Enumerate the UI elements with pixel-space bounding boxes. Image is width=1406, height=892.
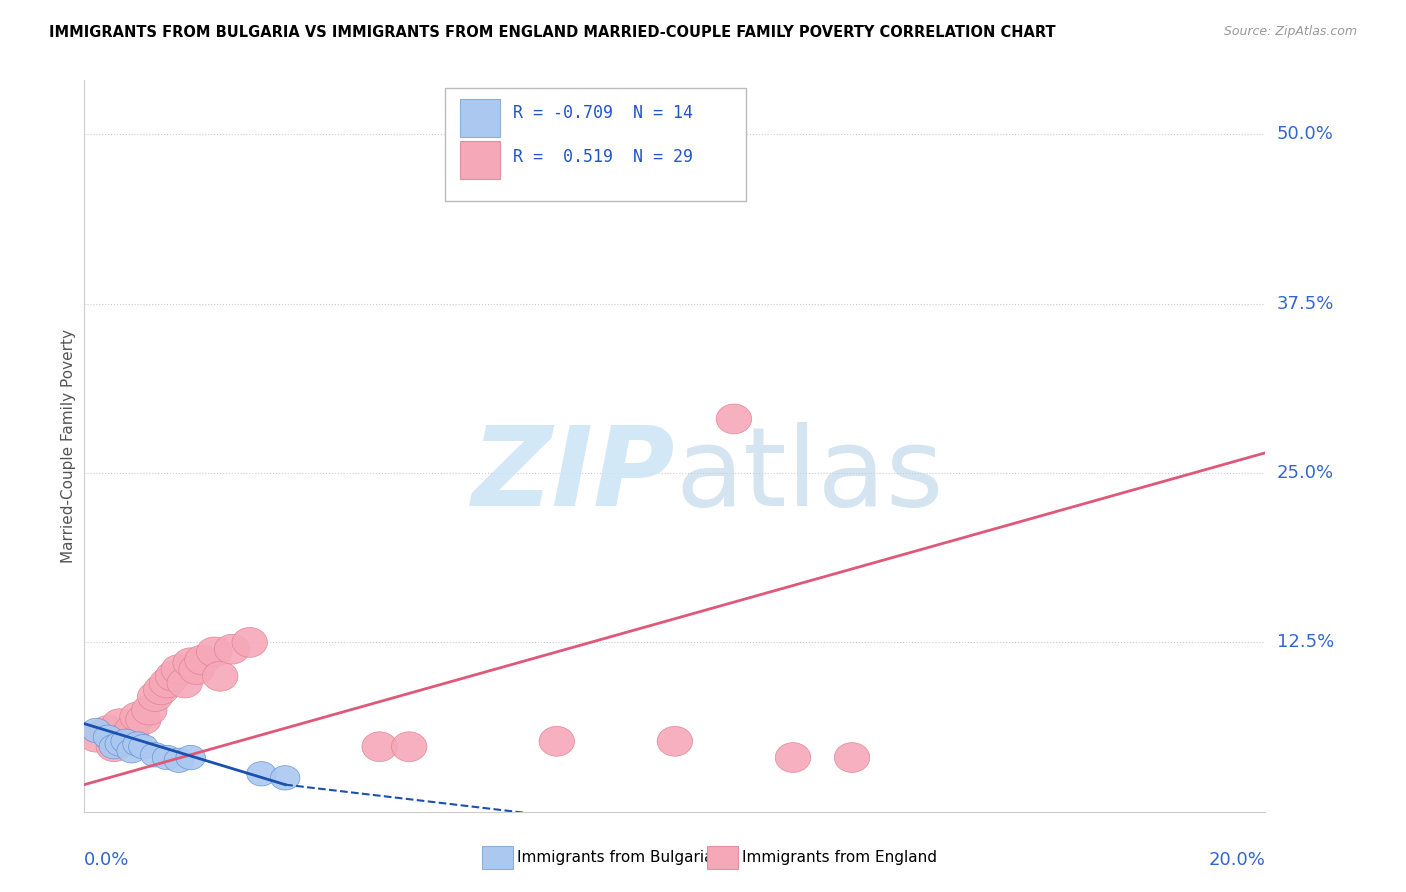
Ellipse shape [125, 705, 162, 734]
Ellipse shape [232, 627, 267, 657]
Ellipse shape [108, 723, 143, 752]
Ellipse shape [167, 668, 202, 698]
Ellipse shape [165, 748, 194, 772]
FancyBboxPatch shape [444, 87, 745, 201]
Ellipse shape [214, 634, 250, 664]
Text: Immigrants from Bulgaria: Immigrants from Bulgaria [517, 850, 714, 864]
Ellipse shape [111, 729, 141, 754]
Ellipse shape [247, 762, 276, 786]
Text: IMMIGRANTS FROM BULGARIA VS IMMIGRANTS FROM ENGLAND MARRIED-COUPLE FAMILY POVERT: IMMIGRANTS FROM BULGARIA VS IMMIGRANTS F… [49, 25, 1056, 40]
Ellipse shape [538, 726, 575, 756]
Text: ZIP: ZIP [471, 422, 675, 529]
Ellipse shape [391, 731, 427, 762]
Ellipse shape [79, 723, 114, 752]
Ellipse shape [184, 645, 221, 675]
Ellipse shape [176, 746, 205, 770]
Ellipse shape [173, 648, 208, 678]
Ellipse shape [202, 661, 238, 691]
Text: 0.0%: 0.0% [84, 851, 129, 869]
Ellipse shape [657, 726, 693, 756]
Ellipse shape [716, 404, 752, 434]
Ellipse shape [120, 702, 155, 731]
Ellipse shape [197, 637, 232, 667]
Ellipse shape [132, 695, 167, 725]
Ellipse shape [90, 715, 125, 746]
Text: Source: ZipAtlas.com: Source: ZipAtlas.com [1223, 25, 1357, 38]
Text: 50.0%: 50.0% [1277, 126, 1333, 144]
Ellipse shape [103, 709, 138, 739]
Ellipse shape [143, 675, 179, 705]
Ellipse shape [98, 734, 129, 759]
FancyBboxPatch shape [460, 99, 501, 136]
Ellipse shape [114, 715, 149, 746]
Ellipse shape [117, 739, 146, 763]
Text: R = -0.709  N = 14: R = -0.709 N = 14 [513, 104, 693, 122]
Text: 12.5%: 12.5% [1277, 633, 1334, 651]
Text: 37.5%: 37.5% [1277, 294, 1334, 313]
Ellipse shape [179, 655, 214, 684]
Ellipse shape [105, 731, 135, 756]
Ellipse shape [270, 765, 299, 790]
Ellipse shape [149, 668, 184, 698]
Ellipse shape [155, 661, 191, 691]
Ellipse shape [93, 725, 122, 749]
Text: atlas: atlas [675, 422, 943, 529]
Text: 20.0%: 20.0% [1209, 851, 1265, 869]
Text: R =  0.519  N = 29: R = 0.519 N = 29 [513, 148, 693, 166]
Ellipse shape [162, 655, 197, 684]
Ellipse shape [775, 743, 811, 772]
Ellipse shape [96, 731, 132, 762]
FancyBboxPatch shape [460, 141, 501, 179]
Ellipse shape [141, 743, 170, 767]
Ellipse shape [82, 718, 111, 743]
Ellipse shape [361, 731, 398, 762]
Ellipse shape [129, 734, 159, 759]
Ellipse shape [138, 681, 173, 712]
Text: Immigrants from England: Immigrants from England [742, 850, 938, 864]
Y-axis label: Married-Couple Family Poverty: Married-Couple Family Poverty [60, 329, 76, 563]
Text: 25.0%: 25.0% [1277, 464, 1334, 482]
Ellipse shape [834, 743, 870, 772]
Ellipse shape [152, 746, 181, 770]
Ellipse shape [122, 731, 152, 756]
